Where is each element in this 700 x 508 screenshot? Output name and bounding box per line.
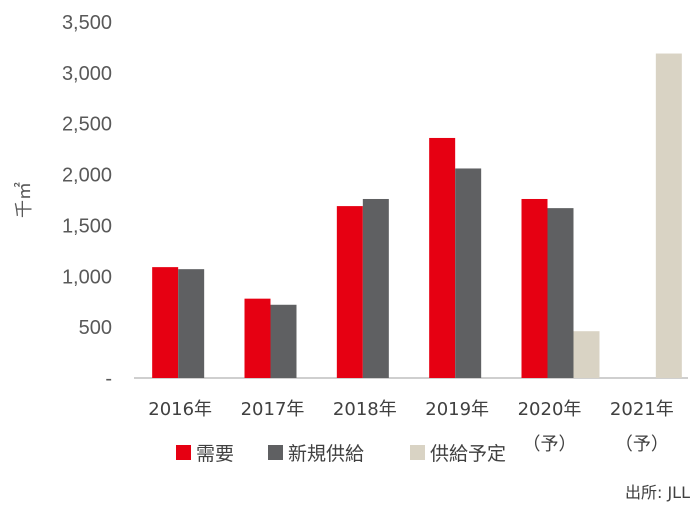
legend-label: 供給予定 xyxy=(430,443,506,465)
legend: 需要 新規供給 供給予定 xyxy=(176,443,506,465)
legend-swatch xyxy=(268,445,283,460)
y-tick-label: 3,500 xyxy=(62,12,112,34)
y-tick-label: 500 xyxy=(79,317,112,339)
y-axis-ticks: - 500 1,000 1,500 2,000 2,500 3,000 3,500 xyxy=(62,12,112,390)
bar-需要-2017年 xyxy=(244,298,271,378)
x-axis-categories: 2016年 2017年 2018年 2019年 2020年 （予） 2021年 （予） xyxy=(148,399,673,455)
x-category-label: 2016年 xyxy=(148,399,212,420)
bar-需要-2018年 xyxy=(336,206,363,378)
bar-新規供給-2019年 xyxy=(455,168,482,378)
y-tick-label: - xyxy=(105,368,112,390)
bar-新規供給-2020年 xyxy=(547,208,574,378)
bar-需要-2016年 xyxy=(152,267,179,378)
x-category-suffix: （予） xyxy=(615,434,669,455)
x-category-label: 2019年 xyxy=(425,399,489,420)
bar-供給予定-2021年 xyxy=(655,53,682,378)
y-tick-label: 3,000 xyxy=(62,63,112,85)
y-tick-label: 2,000 xyxy=(62,165,112,187)
bar-需要-2020年 xyxy=(521,198,548,378)
y-tick-label: 1,000 xyxy=(62,266,112,288)
x-category-label: 2020年 xyxy=(518,399,582,420)
legend-label: 需要 xyxy=(196,443,234,465)
legend-swatch xyxy=(410,445,425,460)
bar-新規供給-2017年 xyxy=(270,304,297,378)
x-category-label: 2017年 xyxy=(241,399,305,420)
x-category-label: 2018年 xyxy=(333,399,397,420)
bar-新規供給-2016年 xyxy=(178,269,205,378)
y-tick-label: 2,500 xyxy=(62,114,112,136)
x-category-label: 2021年 xyxy=(610,399,674,420)
source-note: 出所: JLL xyxy=(625,483,690,502)
bar-需要-2019年 xyxy=(429,137,456,378)
legend-swatch xyxy=(176,445,191,460)
y-axis-label-text: 千㎡ xyxy=(13,182,35,218)
legend-label: 新規供給 xyxy=(288,443,364,465)
y-tick-label: 1,500 xyxy=(62,215,112,237)
bar-供給予定-2020年 xyxy=(573,331,600,378)
bars xyxy=(152,53,682,378)
bar-新規供給-2018年 xyxy=(362,198,389,378)
y-axis-label: 千㎡ xyxy=(13,182,35,218)
x-category-suffix: （予） xyxy=(523,434,577,455)
